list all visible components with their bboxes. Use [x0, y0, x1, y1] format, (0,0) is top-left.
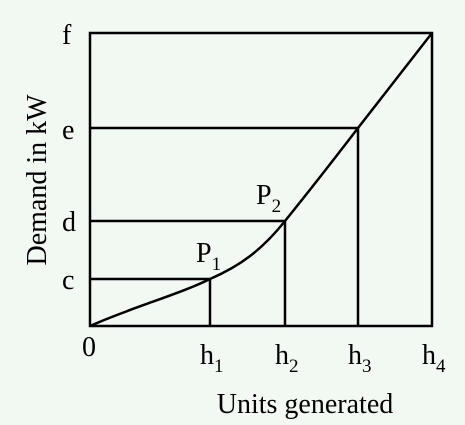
y-tick-label: d: [62, 207, 76, 238]
x-tick-base: h: [422, 340, 436, 371]
x-tick-label: h1: [200, 340, 224, 377]
point-sub: 2: [272, 196, 282, 217]
x-tick-base: h: [200, 340, 214, 371]
frame: [88, 31, 434, 328]
x-tick-label: h3: [348, 340, 372, 377]
point-sub: 1: [212, 254, 222, 275]
x-tick-base: h: [275, 340, 289, 371]
point-base: P: [256, 180, 272, 211]
x-tick-sub: 4: [436, 356, 446, 377]
demand-curve: [89, 32, 433, 328]
y-tick-label: f: [62, 20, 72, 51]
x-tick-sub: 3: [362, 356, 372, 377]
x-axis-label: Units generated: [217, 389, 394, 420]
x-tick-label: h4: [422, 340, 446, 377]
x-tick-sub: 1: [214, 356, 224, 377]
x-tick-label: h2: [275, 340, 299, 377]
y-axis-label: Demand in kW: [22, 94, 53, 266]
y-tick-label: c: [62, 265, 74, 296]
point-label: P1: [196, 238, 221, 275]
point-label: P2: [256, 180, 281, 217]
y-tick-label: e: [62, 115, 74, 146]
x-tick-base: h: [348, 340, 362, 371]
origin-label: 0: [82, 332, 96, 363]
x-tick-sub: 2: [289, 356, 299, 377]
point-base: P: [196, 238, 212, 269]
